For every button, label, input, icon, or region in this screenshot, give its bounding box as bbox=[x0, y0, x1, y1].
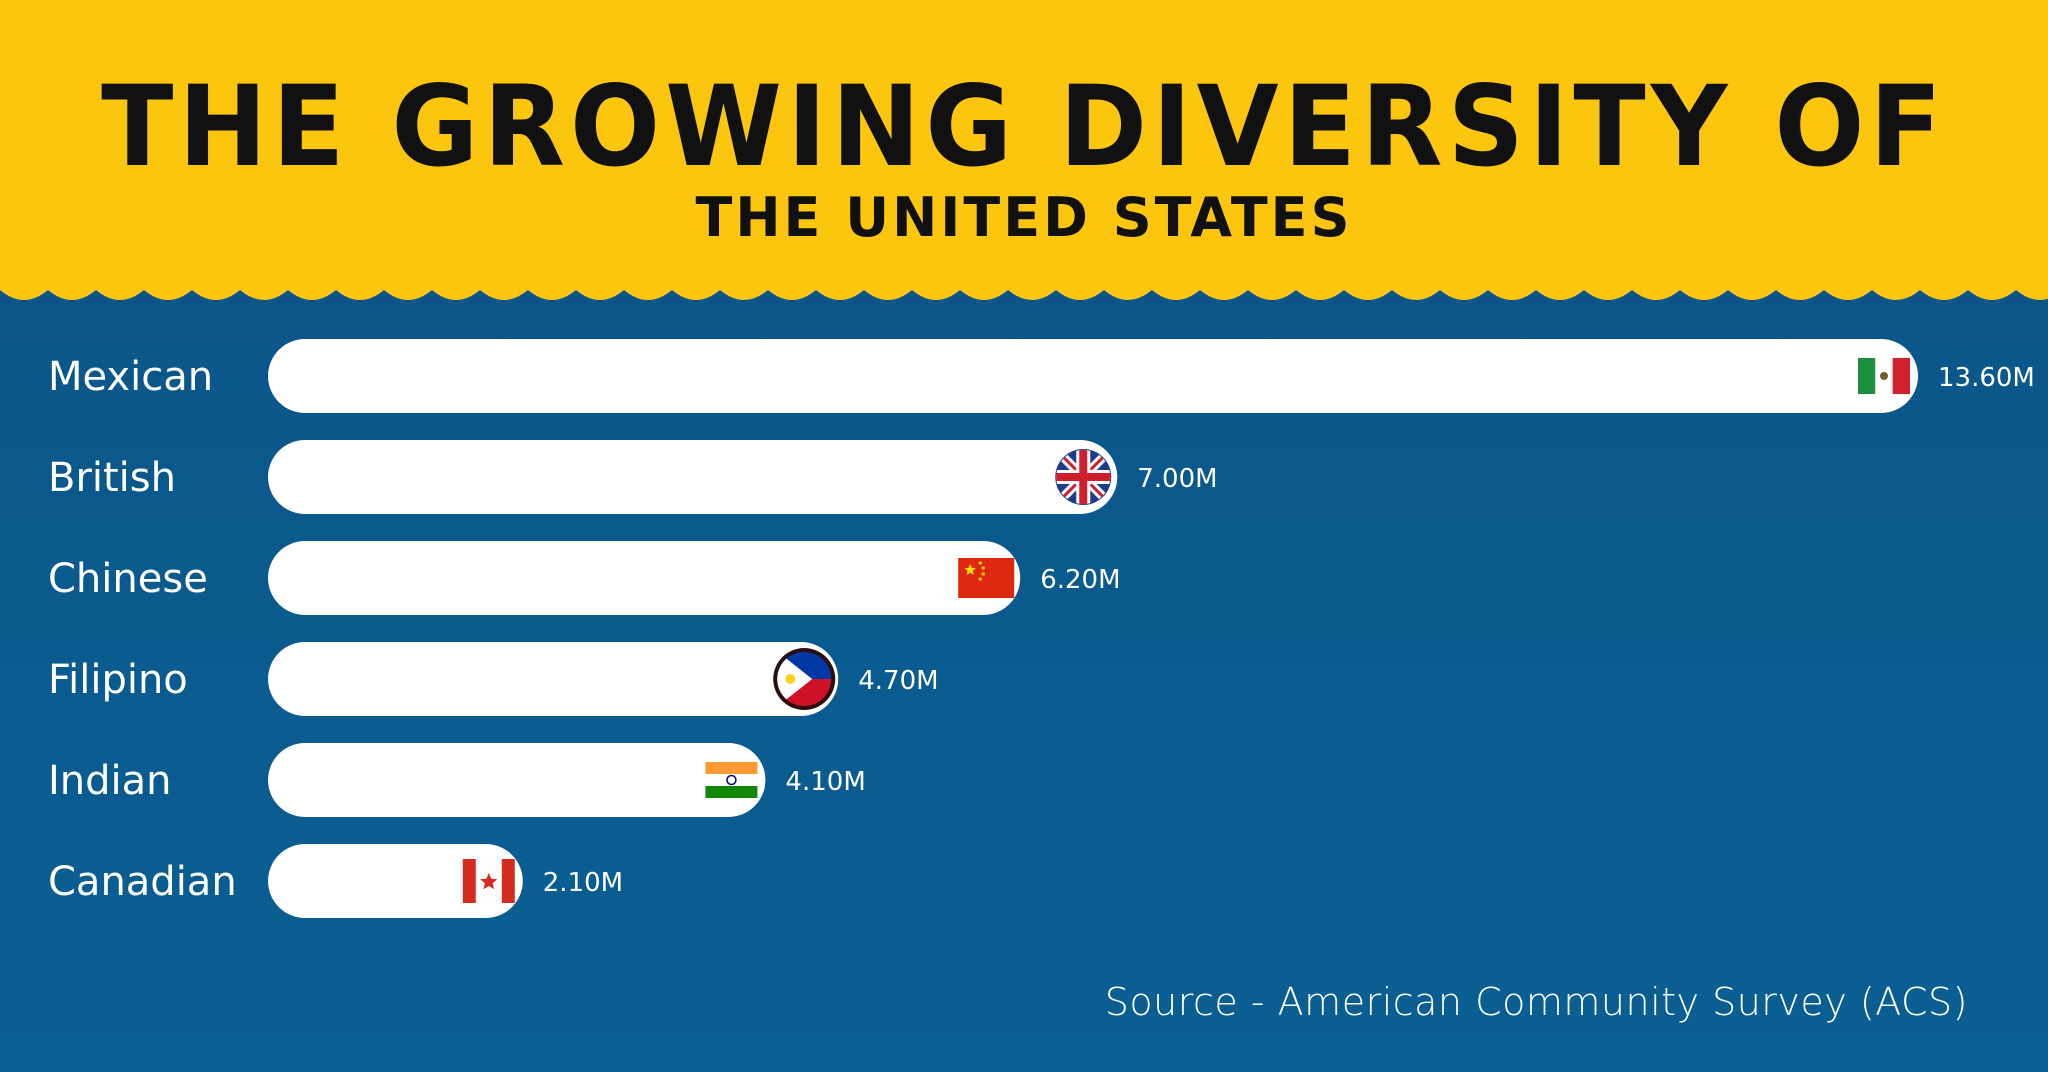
category-label: Chinese bbox=[48, 556, 208, 602]
chart-subtitle: THE UNITED STATES bbox=[695, 186, 1353, 249]
value-label: 4.70M bbox=[858, 666, 938, 696]
category-label: British bbox=[48, 455, 176, 501]
chart-title: THE GROWING DIVERSITY OF bbox=[101, 61, 1947, 192]
value-label: 7.00M bbox=[1137, 464, 1217, 494]
category-label: Canadian bbox=[48, 859, 237, 905]
value-label: 2.10M bbox=[543, 868, 623, 898]
canada-flag-icon bbox=[462, 859, 515, 903]
wave-divider bbox=[0, 280, 2048, 300]
bar bbox=[268, 440, 1118, 514]
philippines-flag-icon bbox=[773, 648, 836, 710]
mexico-flag-icon bbox=[1858, 358, 1910, 394]
source-note: Source - American Community Survey (ACS) bbox=[1104, 980, 1968, 1024]
title-banner bbox=[0, 0, 2048, 290]
category-label: Filipino bbox=[48, 657, 188, 703]
bar bbox=[268, 541, 1021, 615]
bar bbox=[268, 339, 1918, 413]
bar-row: Indian 4.10M bbox=[48, 743, 866, 817]
bar bbox=[268, 844, 523, 918]
bar-row: British 7.00M bbox=[48, 440, 1218, 514]
category-label: Indian bbox=[48, 758, 172, 804]
bar-row: Canadian 2.10M bbox=[48, 844, 623, 918]
value-label: 13.60M bbox=[1938, 363, 2035, 393]
bar-row: Filipino 4.70M bbox=[48, 642, 939, 716]
bar bbox=[268, 642, 839, 716]
bar-row: Chinese 6.20M bbox=[48, 541, 1121, 615]
china-flag-icon bbox=[958, 558, 1015, 598]
bar-row: Mexican 13.60M bbox=[48, 339, 2035, 413]
bar bbox=[268, 743, 766, 817]
value-label: 4.10M bbox=[785, 767, 865, 797]
value-label: 6.20M bbox=[1040, 565, 1120, 595]
india-flag-icon bbox=[705, 762, 758, 798]
category-label: Mexican bbox=[48, 354, 213, 400]
